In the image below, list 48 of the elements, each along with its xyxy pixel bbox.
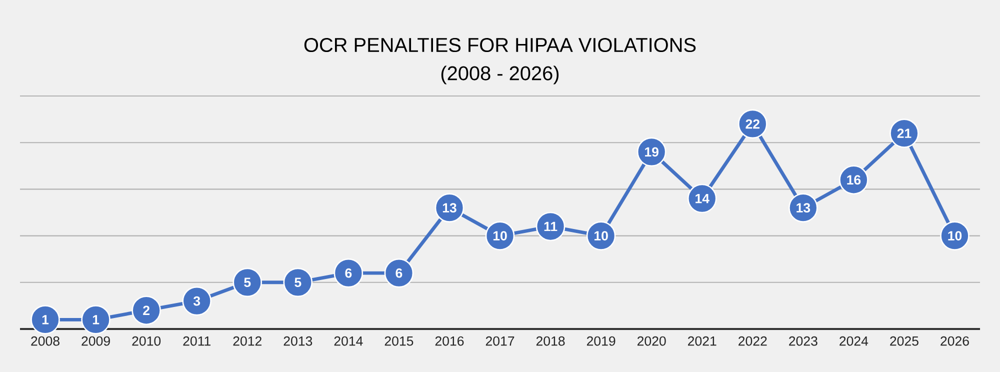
x-tick-label: 2008	[31, 336, 60, 346]
x-tick-label: 2014	[334, 336, 363, 346]
point	[283, 268, 313, 298]
x-tick-label: 2020	[637, 336, 666, 346]
data-label: 10	[948, 231, 962, 240]
data-label: 21	[897, 128, 912, 138]
point	[334, 258, 364, 288]
x-tick-label: 2009	[82, 336, 110, 346]
x-tick-label: 2023	[789, 336, 818, 346]
data-label: 14	[696, 194, 710, 204]
data-label: 5	[244, 278, 251, 288]
x-tick-label: 2025	[890, 336, 918, 346]
x-tick-label: 2022	[738, 336, 767, 346]
x-tick-label: 2016	[435, 336, 464, 346]
data-label: 5	[294, 278, 302, 288]
x-tick-label: 2010	[132, 336, 161, 346]
point	[384, 258, 414, 288]
x-tick-label: 2011	[183, 336, 210, 346]
x-tick-label: 2021	[688, 336, 716, 346]
data-label: 1	[42, 315, 49, 324]
chart-subtitle: (2008 - 2026)	[441, 66, 559, 84]
data-label: 2	[143, 306, 150, 315]
point	[132, 296, 161, 326]
data-label: 10	[493, 231, 507, 240]
x-tick-label: 2012	[233, 336, 262, 346]
x-tick-label: 2013	[284, 336, 312, 346]
x-tick-label: 2015	[384, 336, 414, 346]
x-tick-label: 2024	[840, 336, 868, 346]
chart-title: OCR PENALTIES FOR HIPAA VIOLATIONS	[304, 38, 696, 52]
data-label: 10	[594, 231, 608, 240]
point	[81, 305, 110, 334]
data-label: 13	[442, 203, 456, 213]
data-label: 22	[746, 119, 760, 129]
data-label: 6	[345, 268, 352, 278]
data-label: 6	[396, 268, 402, 278]
x-tick-label: 2017	[486, 336, 514, 346]
x-tick-label: 2026	[940, 336, 969, 346]
data-label: 19	[645, 147, 658, 157]
point	[30, 305, 60, 334]
data-label: 16	[847, 175, 861, 185]
x-tick-label: 2018	[536, 336, 565, 346]
x-tick-label: 2019	[586, 336, 616, 346]
point	[182, 286, 212, 316]
data-label: 1	[92, 315, 100, 324]
data-label: 11	[544, 222, 558, 232]
point	[232, 268, 262, 298]
data-label: 3	[193, 296, 200, 306]
data-label: 13	[796, 203, 810, 213]
